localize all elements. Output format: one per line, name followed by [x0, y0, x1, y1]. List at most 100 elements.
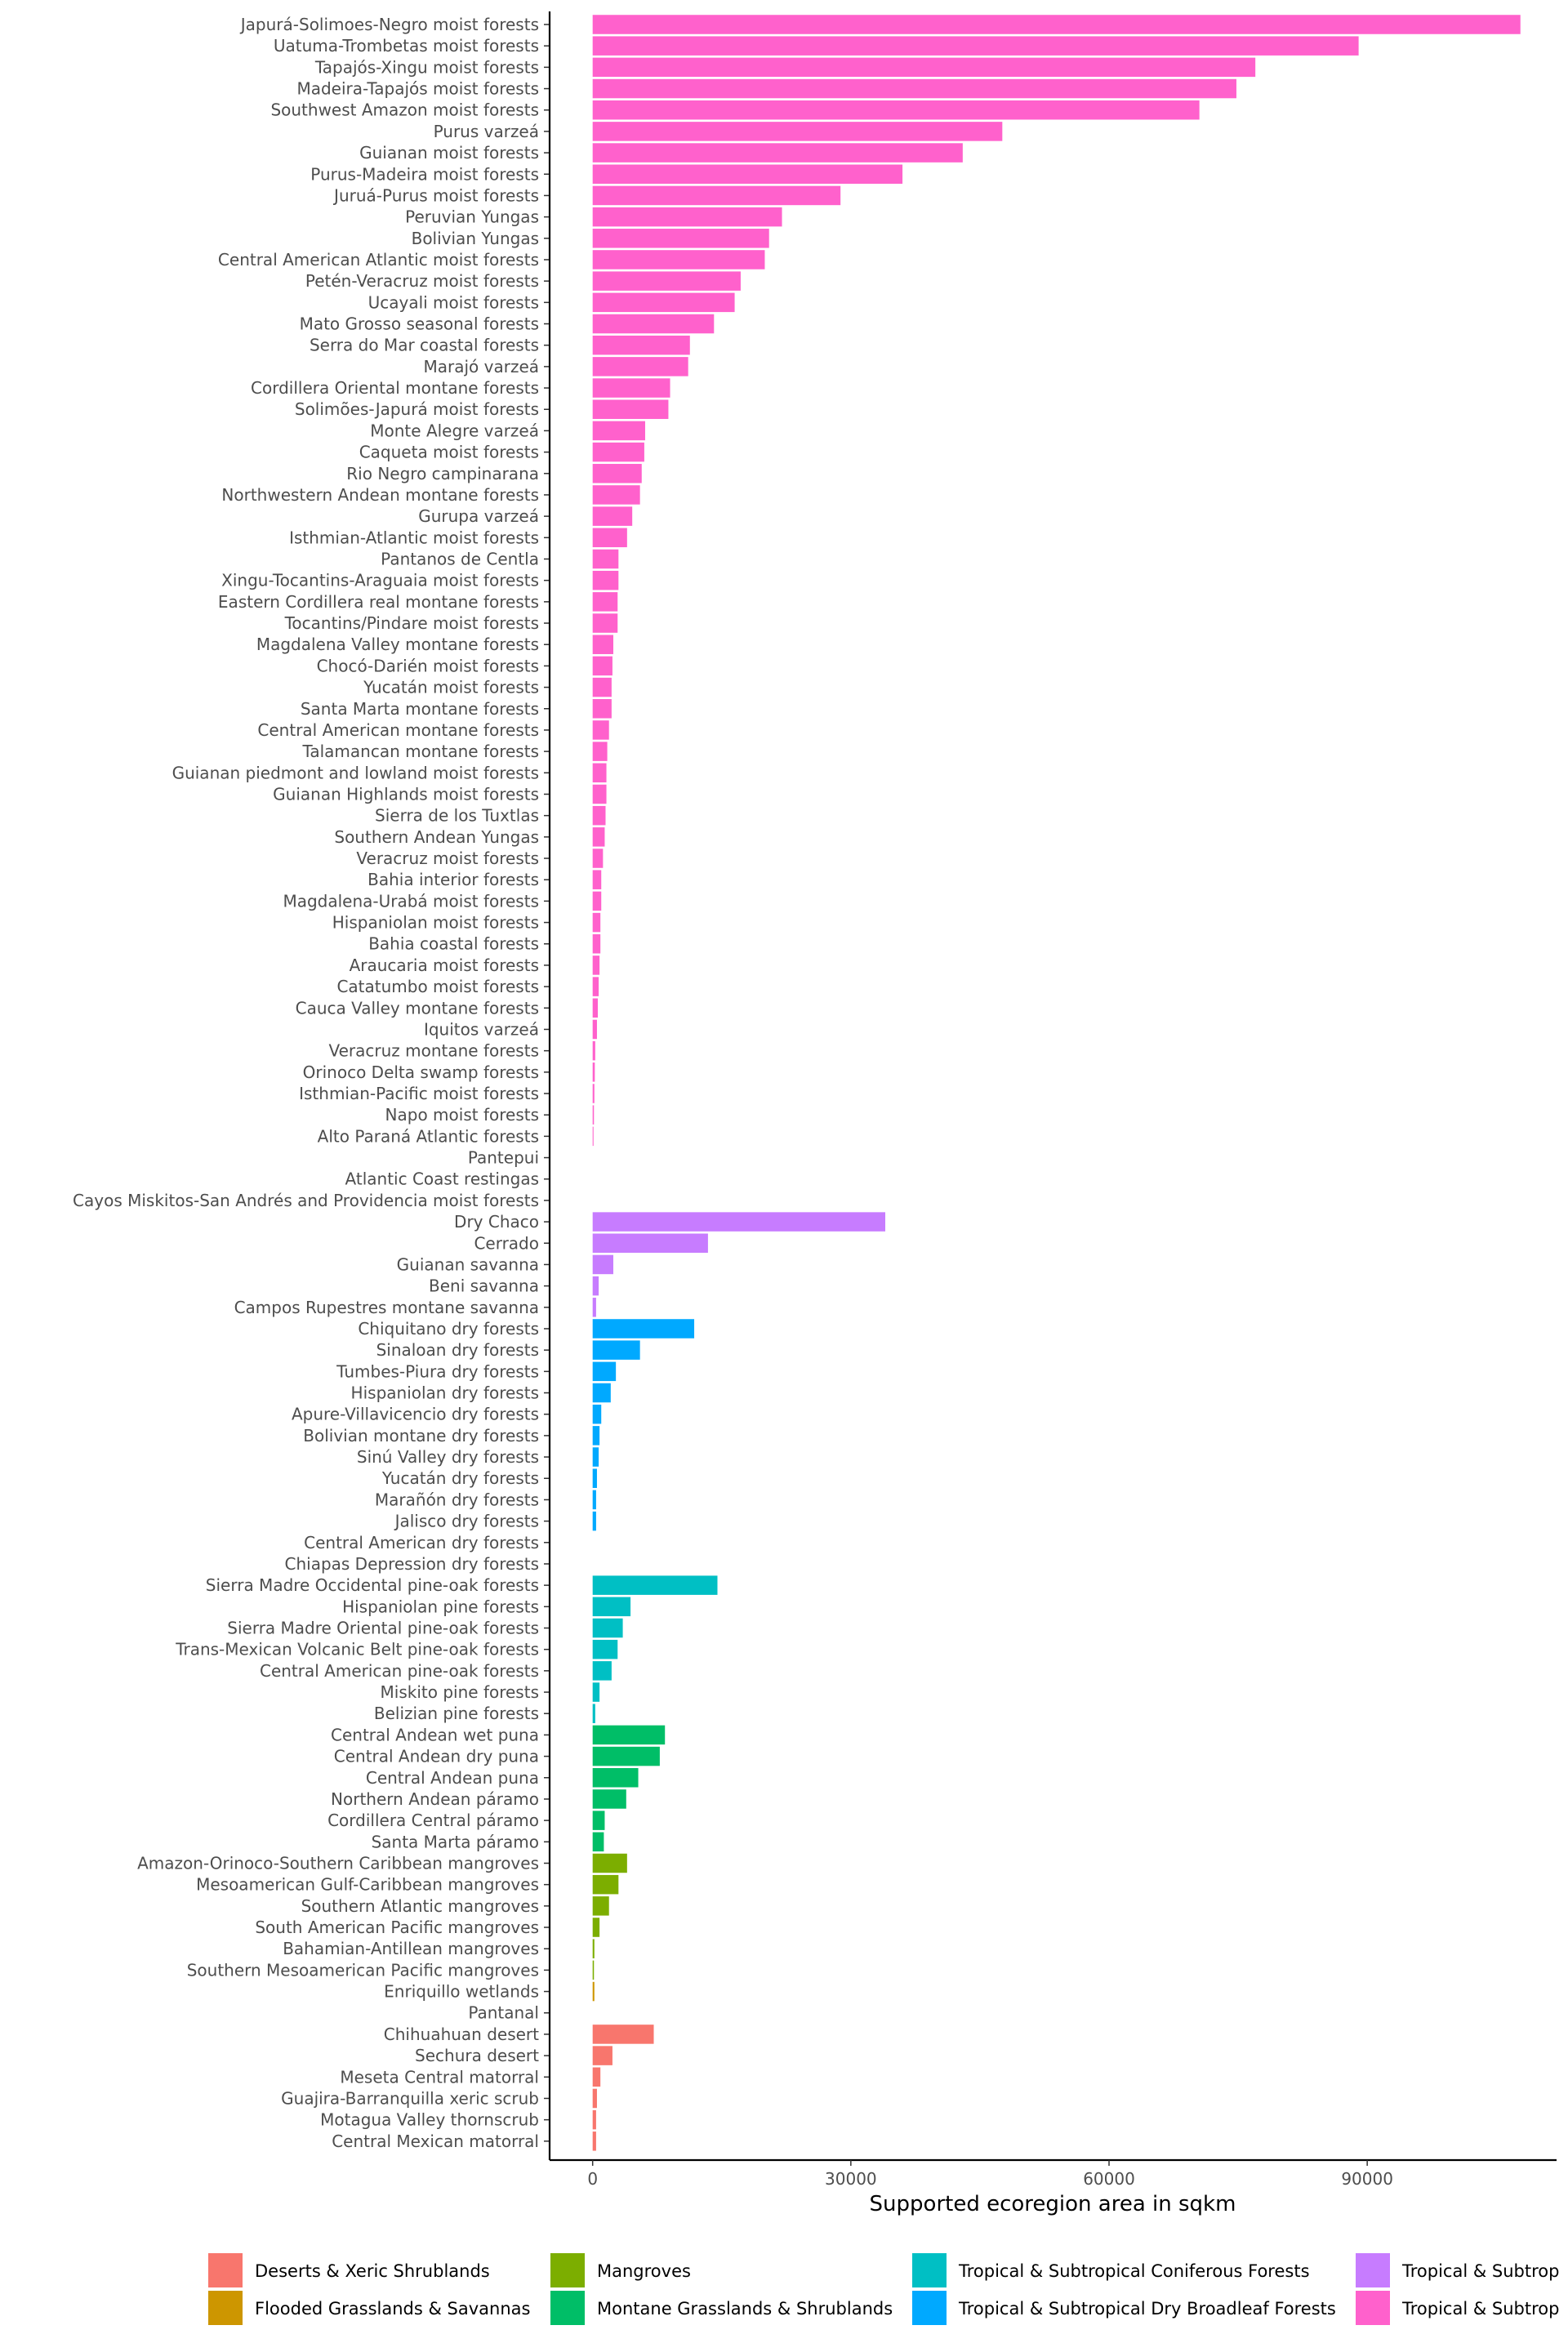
bar	[592, 870, 602, 889]
y-tick-label: Pantepui	[468, 1148, 539, 1168]
y-tick-label: Catatumbo moist forests	[336, 977, 539, 996]
y-tick-label: Beni savanna	[429, 1276, 539, 1296]
y-tick-label: Chocó-Darién moist forests	[317, 656, 539, 675]
bar	[592, 143, 963, 163]
x-tick-label: 60000	[1083, 2169, 1135, 2189]
y-tick-label: Southern Atlantic mangroves	[301, 1896, 539, 1916]
y-tick-label: Marañón dry forests	[375, 1490, 539, 1509]
y-tick-label: Guianan savanna	[397, 1254, 539, 1274]
y-tick-label: Marajó varzeá	[423, 357, 539, 376]
y-tick-label: Bolivian Yungas	[412, 229, 539, 248]
bar	[592, 1896, 609, 1916]
bar	[592, 2132, 596, 2151]
bar	[592, 1212, 885, 1232]
y-tick-label: Mesoamerican Gulf-Caribbean mangroves	[196, 1875, 539, 1895]
y-tick-label: Sinaloan dry forests	[376, 1340, 539, 1360]
y-tick-label: Uatuma-Trombetas moist forests	[274, 36, 539, 56]
y-tick-label: Enriquillo wetlands	[384, 1982, 539, 2002]
bar	[592, 2025, 654, 2044]
bar	[592, 1682, 600, 1702]
y-tick-label: Hispaniolan pine forests	[342, 1597, 539, 1616]
legend-label: Mangroves	[597, 2261, 691, 2281]
bar	[592, 1276, 599, 1296]
bar	[592, 122, 1003, 141]
legend-key	[208, 2253, 243, 2287]
bar	[592, 1618, 623, 1638]
y-tick-label: Juruá-Purus moist forests	[332, 185, 539, 205]
y-tick-label: Trans-Mexican Volcanic Belt pine-oak for…	[175, 1640, 539, 1659]
legend-label: Deserts & Xeric Shrublands	[255, 2261, 490, 2281]
y-tick-label: Xingu-Tocantins-Araguaia moist forests	[221, 571, 539, 590]
y-tick-label: Central Andean dry puna	[334, 1747, 539, 1766]
y-tick-label: Chihuahuan desert	[384, 2025, 539, 2044]
bar	[592, 485, 640, 505]
y-tick-label: Atlantic Coast restingas	[345, 1169, 539, 1189]
bar	[592, 1490, 596, 1510]
x-axis-ticks: 0 30000 60000 90000	[587, 2160, 1393, 2189]
bar	[592, 1704, 595, 1723]
y-tick-label: Tumbes-Piura dry forests	[336, 1361, 539, 1381]
bar	[592, 78, 1236, 99]
y-tick-label: Bolivian montane dry forests	[303, 1426, 539, 1446]
y-tick-label: Isthmian-Pacific moist forests	[299, 1084, 539, 1103]
bar	[592, 1661, 612, 1681]
bar	[592, 1298, 596, 1317]
y-tick-label: Central American montane forests	[257, 720, 539, 740]
bar	[592, 1233, 708, 1254]
y-tick-label: Solimões-Japurá moist forests	[295, 399, 539, 419]
bar	[592, 1019, 597, 1040]
y-tick-labels: Japurá-Solimoes-Negro moist forests Uatum…	[73, 15, 550, 2151]
bar	[592, 314, 715, 334]
legend-label: Montane Grasslands & Shrublands	[597, 2299, 893, 2319]
bar	[592, 613, 618, 633]
y-tick-label: Tocantins/Pindare moist forests	[284, 613, 539, 633]
y-tick-label: Sierra de los Tuxtlas	[375, 806, 539, 826]
bar	[592, 1340, 640, 1360]
bars-layer	[592, 15, 1521, 2151]
y-tick-label: Sinú Valley dry forests	[357, 1447, 539, 1467]
y-tick-label: Petén-Veracruz moist forests	[305, 271, 539, 291]
bar	[592, 1789, 626, 1809]
bar	[592, 1939, 595, 1958]
legend: Deserts & Xeric Shrublands Flooded Grassl…	[208, 2253, 1559, 2325]
y-tick-label: Ucayali moist forests	[368, 292, 539, 312]
bar	[592, 464, 642, 483]
bar	[592, 250, 765, 270]
bar	[592, 1040, 595, 1061]
bar	[592, 763, 607, 783]
y-tick-label: Magdalena-Urabá moist forests	[283, 891, 539, 911]
y-tick-label: Purus-Madeira moist forests	[310, 164, 539, 184]
y-tick-label: Northern Andean páramo	[331, 1789, 539, 1809]
y-tick-label: Iquitos varzeá	[424, 1019, 539, 1039]
y-tick-label: Guianan Highlands moist forests	[273, 784, 539, 804]
y-tick-label: Hispaniolan moist forests	[332, 913, 539, 933]
legend-label: Tropical & Subtropical Dry Broadleaf For…	[958, 2299, 1336, 2319]
bar	[592, 805, 606, 826]
y-tick-label: Miskito pine forests	[381, 1682, 539, 1702]
bar	[592, 1918, 600, 1937]
bar	[592, 57, 1256, 78]
y-tick-label: Serra do Mar coastal forests	[310, 336, 539, 355]
y-tick-label: Northwestern Andean montane forests	[221, 485, 539, 505]
bar	[592, 100, 1200, 120]
bar	[592, 1575, 718, 1595]
y-tick-label: Motagua Valley thornscrub	[320, 2110, 539, 2130]
y-tick-label: Bahia interior forests	[368, 870, 539, 889]
bar	[592, 677, 612, 697]
bar	[592, 292, 735, 313]
y-tick-label: Belizian pine forests	[374, 1704, 539, 1723]
bar	[592, 956, 600, 975]
y-tick-label: Yucatán dry forests	[381, 1468, 539, 1488]
legend-label: Tropical & Subtrop	[1401, 2299, 1559, 2319]
bar	[592, 378, 670, 398]
bar	[592, 1981, 595, 2002]
y-tick-label: Campos Rupestres montane savanna	[234, 1298, 539, 1317]
x-tick-label: 30000	[825, 2169, 877, 2189]
y-tick-label: Central American Atlantic moist forests	[218, 250, 539, 270]
y-tick-label: Madeira-Tapajós moist forests	[296, 79, 539, 99]
y-tick-label: Meseta Central matorral	[340, 2067, 539, 2087]
bar	[592, 506, 633, 526]
y-tick-label: Orinoco Delta swamp forests	[303, 1062, 539, 1082]
y-tick-label: Guianan piedmont and lowland moist fores…	[172, 763, 539, 782]
y-tick-label: Southwest Amazon moist forests	[270, 100, 539, 120]
